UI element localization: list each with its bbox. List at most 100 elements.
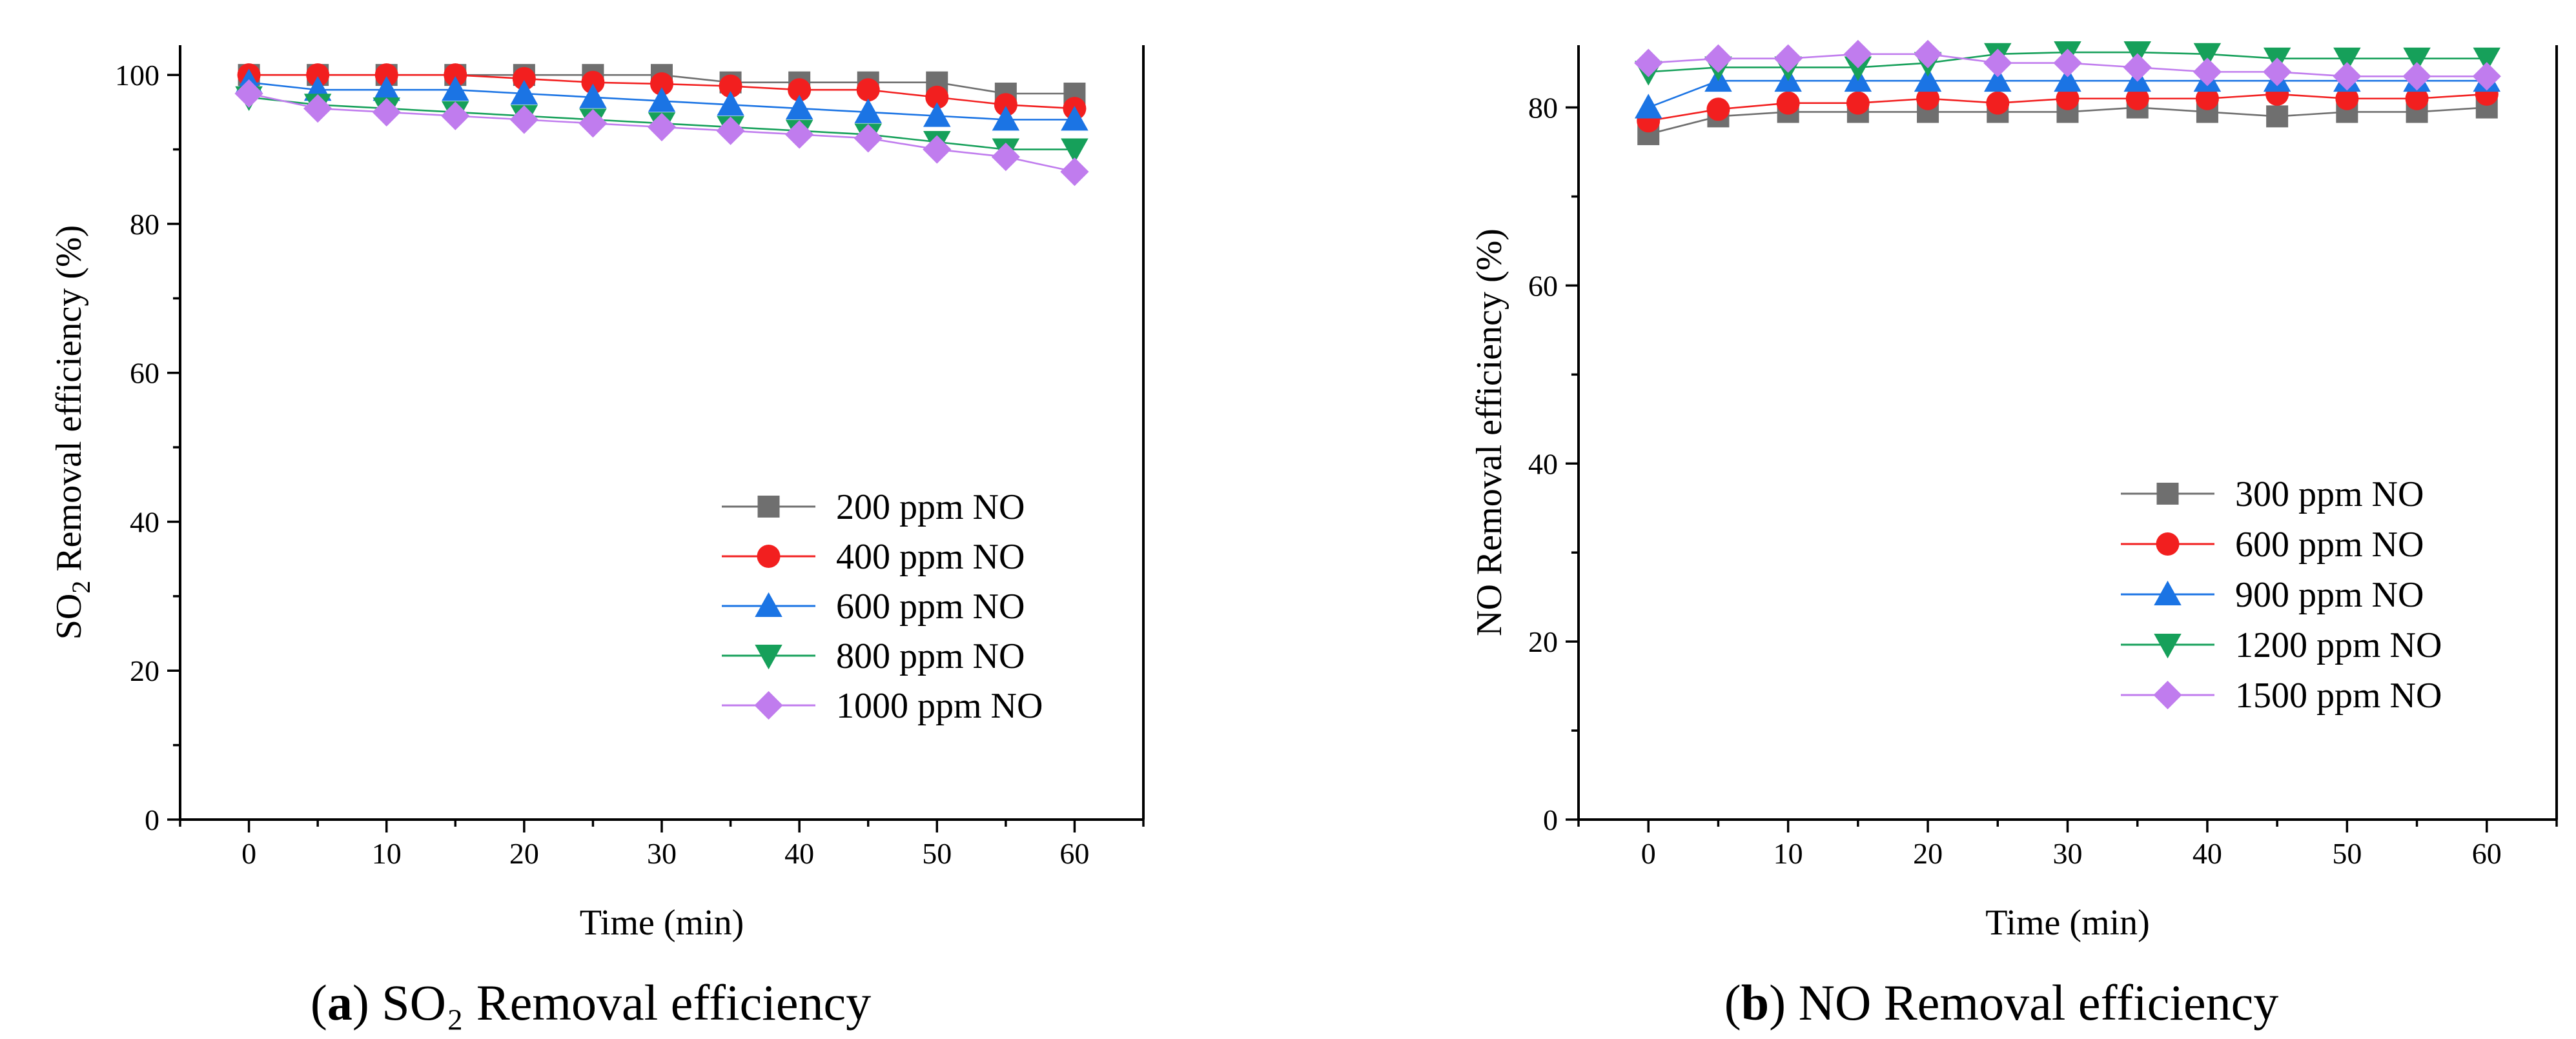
data-point <box>1061 106 1089 131</box>
data-point <box>2472 62 2501 91</box>
data-point <box>581 70 605 94</box>
data-point <box>512 66 536 90</box>
data-point <box>2054 66 2081 92</box>
data-point <box>1706 97 1730 121</box>
series-400-ppm-no <box>237 63 1087 121</box>
data-point <box>1060 157 1089 187</box>
x-tick-label: 60 <box>2472 837 2502 870</box>
data-point <box>1704 44 1733 73</box>
data-point <box>716 116 745 145</box>
data-point <box>2266 105 2289 128</box>
caption-paren: ( <box>1724 974 1741 1031</box>
legend-marker <box>2156 483 2179 505</box>
data-point <box>2402 62 2431 91</box>
x-tick-label: 0 <box>1641 837 1656 870</box>
legend-marker <box>755 645 782 670</box>
panel-caption: (a) SO₂ Removal efficiency <box>311 974 871 1031</box>
data-point <box>923 102 951 127</box>
y-tick-label: 100 <box>115 59 159 92</box>
caption-paren: ( <box>311 974 327 1031</box>
series-1500-ppm-no <box>1634 39 2501 91</box>
x-tick-label: 60 <box>1059 837 1089 870</box>
x-tick-label: 30 <box>2053 837 2083 870</box>
y-tick-label: 80 <box>1528 92 1558 125</box>
data-point <box>650 72 673 96</box>
series-600-ppm-no <box>235 68 1089 131</box>
y-tick-label: 40 <box>1528 447 1558 480</box>
legend-label: 900 ppm NO <box>2235 575 2424 615</box>
legend-label: 1000 ppm NO <box>836 686 1043 726</box>
data-point <box>1914 66 1942 92</box>
x-tick-label: 0 <box>241 837 256 870</box>
x-tick-label: 40 <box>784 837 814 870</box>
data-point <box>234 79 263 108</box>
data-point <box>1634 48 1663 77</box>
legend-label: 600 ppm NO <box>836 587 1025 627</box>
x-tick-label: 50 <box>2332 837 2362 870</box>
data-point <box>2263 57 2292 86</box>
caption-label: b <box>1741 974 1769 1031</box>
data-point <box>372 97 401 126</box>
legend-label: 800 ppm NO <box>836 636 1025 676</box>
chart-panel-b: 0 10 20 30 40 50 60 0 20 40 60 80 Time (min) NO Remov… <box>1469 39 2558 1031</box>
legend: 300 ppm NO 600 ppm NO 900 ppm NO 1200 ppm N… <box>2121 474 2442 716</box>
x-tick-label: 40 <box>2193 837 2222 870</box>
data-point <box>1983 48 2012 77</box>
legend-label: 1500 ppm NO <box>2235 676 2442 716</box>
panel-caption: (b) NO Removal efficiency <box>1724 974 2279 1031</box>
data-point <box>1774 44 1803 73</box>
data-point <box>1846 91 1870 115</box>
data-point <box>441 101 470 130</box>
data-point <box>719 74 742 98</box>
data-point <box>510 79 538 105</box>
legend-label: 400 ppm NO <box>836 537 1025 577</box>
data-point <box>788 78 812 102</box>
x-tick-label: 30 <box>647 837 677 870</box>
legend: 200 ppm NO 400 ppm NO 600 ppm NO 800 ppm NO… <box>722 487 1043 726</box>
data-point <box>2473 47 2501 72</box>
data-point <box>306 63 330 87</box>
x-tick-label: 10 <box>372 837 402 870</box>
y-tick-label: 0 <box>145 803 159 836</box>
legend-marker <box>757 545 781 568</box>
data-point <box>2403 47 2431 72</box>
data-point <box>2405 86 2429 110</box>
data-point <box>2193 43 2222 68</box>
legend-marker <box>2156 532 2180 556</box>
data-point <box>374 63 398 87</box>
data-point <box>854 98 882 123</box>
legend-marker <box>2154 580 2182 605</box>
x-axis-title: Time (min) <box>1985 903 2150 943</box>
caption-paren: ) <box>1769 974 1798 1031</box>
y-axis-title-part: NO Removal efficiency (%) <box>1469 228 1509 636</box>
y-axis-title: NO Removal efficiency (%) <box>1469 228 1509 636</box>
data-point <box>1916 86 1940 110</box>
y-axis-title-subscript: 2 <box>66 581 96 594</box>
y-tick-label: 0 <box>1543 803 1558 836</box>
caption-text: SO₂ Removal efficiency <box>382 974 871 1031</box>
data-point <box>1986 91 2010 115</box>
x-tick-label: 20 <box>509 837 539 870</box>
data-point <box>2195 86 2219 110</box>
caption-text: NO Removal efficiency <box>1799 974 2279 1031</box>
data-point <box>785 120 814 149</box>
data-point <box>2333 62 2362 91</box>
data-point <box>992 106 1020 131</box>
data-point <box>2193 57 2222 86</box>
y-tick-label: 60 <box>130 357 159 390</box>
data-point <box>923 135 952 164</box>
chart-panel-a: 0 10 20 30 40 50 60 0 20 40 60 80 100 Time (min) SO2 R… <box>49 45 1145 1031</box>
x-tick-label: 20 <box>1913 837 1943 870</box>
y-tick-label: 60 <box>1528 269 1558 302</box>
data-point <box>509 105 538 134</box>
x-axis-title: Time (min) <box>580 903 744 943</box>
caption-paren: ) <box>353 974 382 1031</box>
data-point <box>1913 39 1943 68</box>
data-point <box>442 76 469 101</box>
y-tick-label: 20 <box>130 654 159 687</box>
x-tick-label: 10 <box>1774 837 1803 870</box>
legend-label: 600 ppm NO <box>2235 525 2424 565</box>
data-point <box>578 109 608 138</box>
